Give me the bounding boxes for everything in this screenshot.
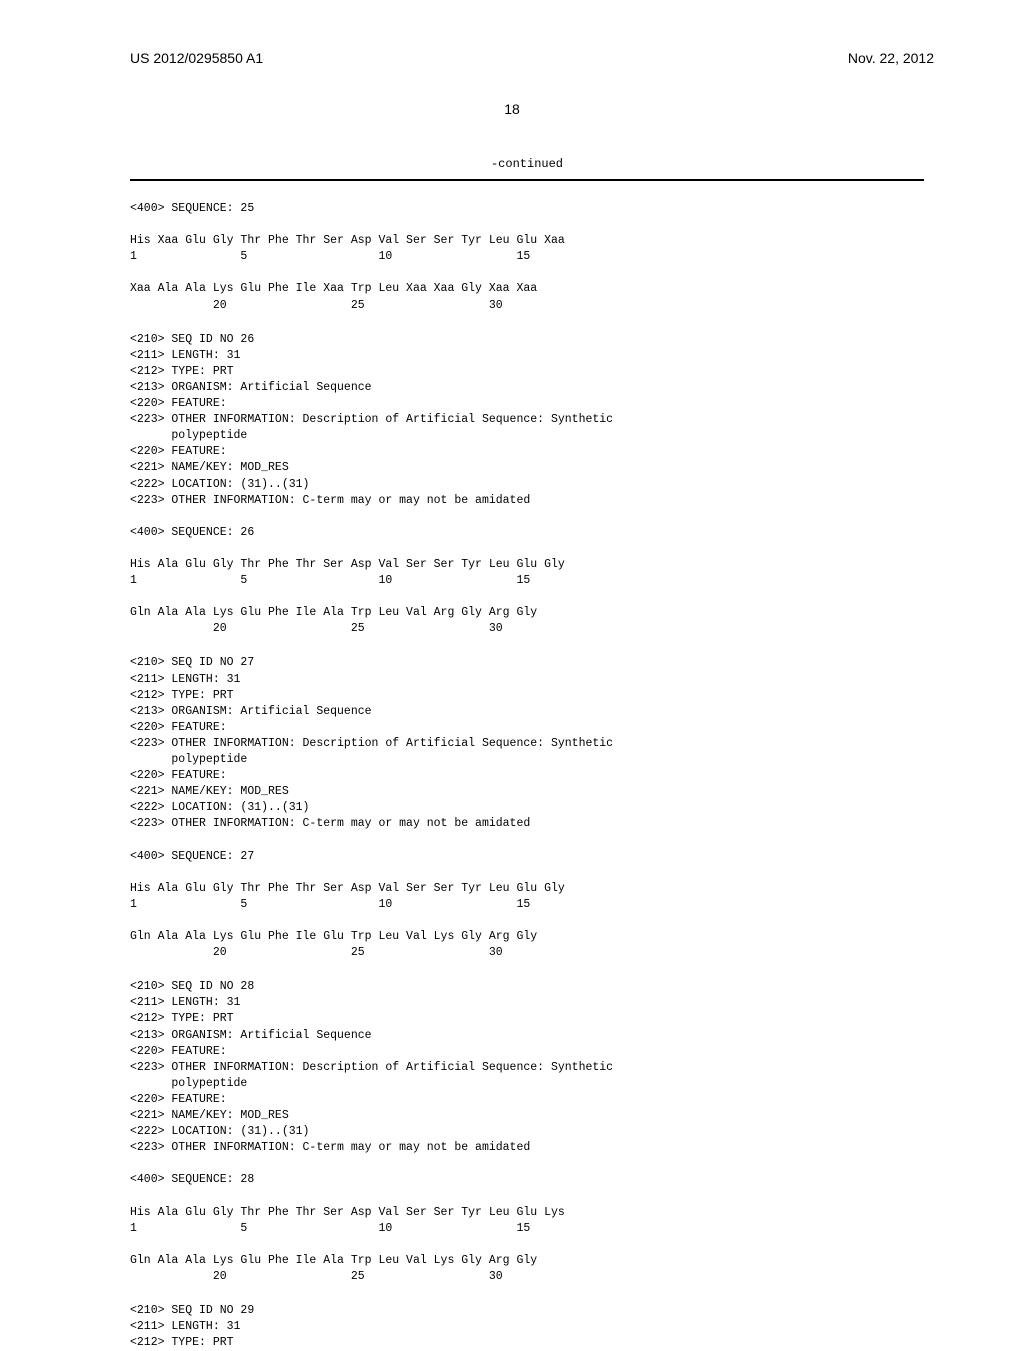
sequence-block: <210> SEQ ID NO 28 <211> LENGTH: 31 <212…	[130, 979, 924, 1285]
publication-id: US 2012/0295850 A1	[130, 50, 263, 66]
horizontal-rule	[130, 179, 924, 181]
page-header: US 2012/0295850 A1 Nov. 22, 2012	[0, 0, 1024, 76]
page-number: 18	[0, 101, 1024, 117]
sequence-block: <400> SEQUENCE: 25 His Xaa Glu Gly Thr P…	[130, 201, 924, 314]
sequence-block: <210> SEQ ID NO 27 <211> LENGTH: 31 <212…	[130, 655, 924, 961]
continued-label: -continued	[130, 157, 924, 171]
publication-date: Nov. 22, 2012	[848, 50, 934, 66]
sequence-block: <210> SEQ ID NO 29 <211> LENGTH: 31 <212…	[130, 1303, 924, 1351]
content-area: -continued <400> SEQUENCE: 25 His Xaa Gl…	[130, 157, 924, 1351]
sequence-block: <210> SEQ ID NO 26 <211> LENGTH: 31 <212…	[130, 332, 924, 638]
